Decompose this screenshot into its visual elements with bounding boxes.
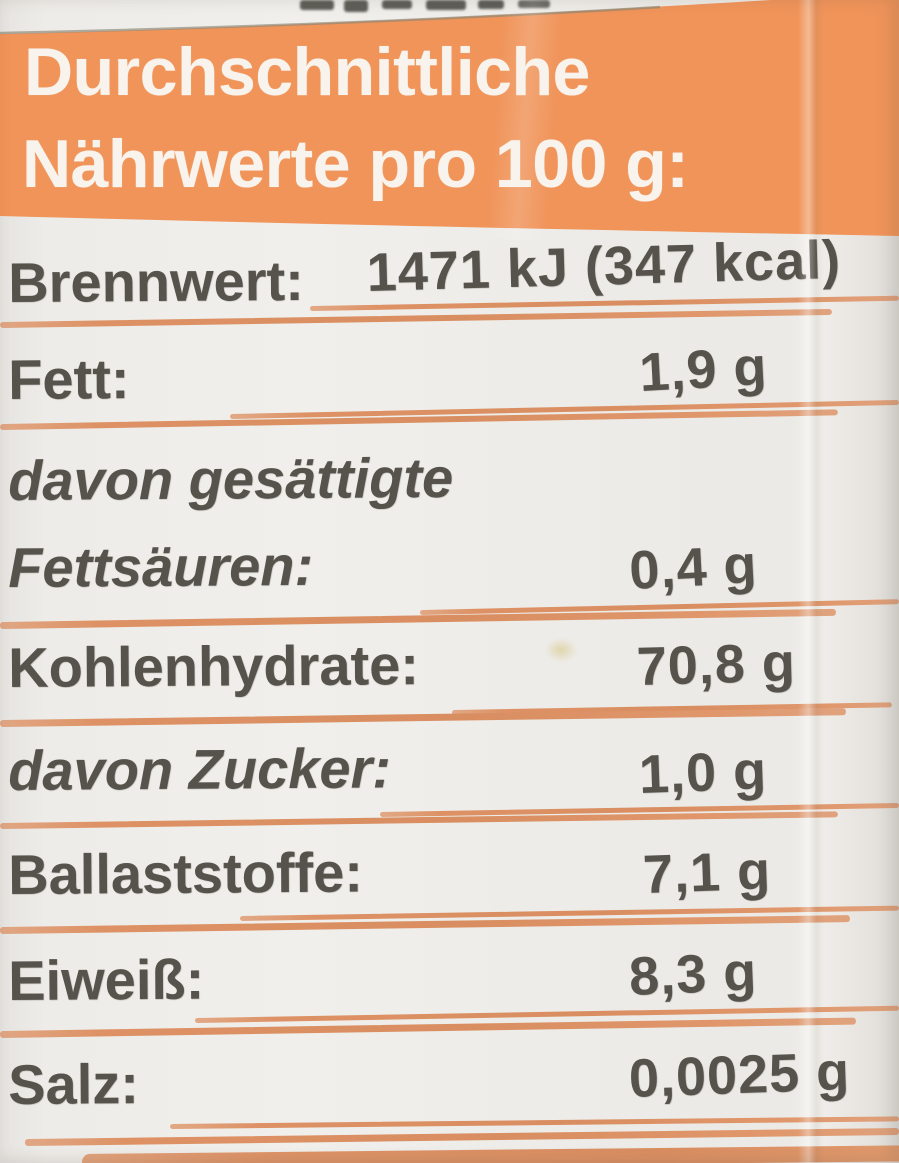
nutrient-value: 70,8 g [635,632,797,697]
nutrient-label: Fett: [7,347,130,411]
nutrient-label-line2: Fettsäuren: [7,533,314,599]
header-title-line2: Nährwerte pro 100 g: [22,126,689,202]
nutrient-label: Brennwert: [7,248,304,314]
paper-stain [545,638,577,662]
next-section-band [81,1145,899,1163]
nutrient-label: davon Zucker: [7,736,392,802]
row-underline [169,1116,899,1129]
row-underline [24,1128,899,1146]
row-underline [0,1017,856,1038]
nutrient-value: 0,4 g [627,534,759,601]
nutrient-label: Kohlenhydrate: [7,633,420,699]
header-title-line1: Durchschnittliche [24,34,590,110]
nutrient-label: Salz: [7,1052,140,1116]
nutrient-label: Ballaststoffe: [7,840,364,906]
nutrient-value: 8,3 g [627,941,759,1007]
nutrient-value: 0,0025 g [627,1041,852,1109]
nutrient-label: Eiweiß: [7,947,205,1012]
header-banner-background [0,0,899,236]
nutrient-value: 7,1 g [641,840,772,905]
nutrient-label-line1: davon gesättigte [7,445,454,512]
nutrient-value: 1,0 g [637,740,768,805]
row-underline [0,608,836,629]
row-underline [0,708,846,727]
nutrient-value: 1,9 g [637,336,769,403]
nutrient-value: 1471 kJ (347 kcal) [365,229,842,303]
